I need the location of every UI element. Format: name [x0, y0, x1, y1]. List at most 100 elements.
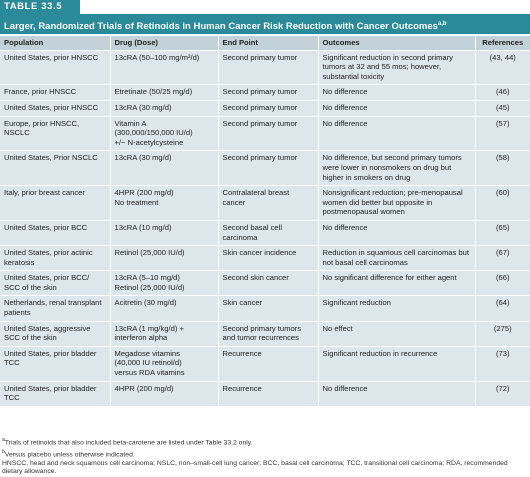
footnotes: aTrials of retinoids that also included … [2, 436, 528, 477]
table-cell: Netherlands, renal transplant patients [0, 295, 110, 322]
footnote-text: HNSCC, head and neck squamous cell carci… [2, 459, 508, 476]
table-row: United States, Prior NSCLC 13cRA (30 mg/d… [0, 150, 530, 186]
footnote-text: Versus placebo unless otherwise indicate… [4, 451, 135, 459]
column-header: Population [0, 36, 110, 51]
column-header: Drug (Dose) [109, 36, 218, 51]
table-cell: Second primary tumor [217, 84, 318, 101]
table-row: United States, prior BCC/ SCC of the ski… [0, 270, 530, 296]
table-label: TABLE 33.5 [0, 0, 80, 14]
table-cell: No difference [317, 380, 475, 406]
column-header: End Point [217, 36, 318, 51]
cell-line: (300,000/150,000 IU/d) [114, 128, 193, 138]
table-cell: No difference [317, 115, 475, 151]
table-cell: 13cRA (1 mg/kg/d) + interferon alpha [109, 320, 218, 347]
table-cell: No significant difference for either age… [317, 270, 475, 296]
table-cell: (64) [474, 295, 530, 322]
table-head: Population Drug (Dose) End Point Outcomes Re… [0, 36, 530, 51]
table-cell: Megadose vitamins (40,000 IU retinol/d) ve… [109, 345, 218, 382]
table-row: United States, prior actinic keratosis Re… [0, 245, 530, 271]
table-cell: Second basal cell carcinoma [217, 219, 318, 246]
column-header: Outcomes [317, 36, 475, 51]
table-title: Larger, Randomized Trials of Retinoids i… [0, 14, 530, 34]
cell-line: No treatment [114, 197, 159, 207]
table-cell: Recurrence [217, 380, 318, 406]
table-cell: United States, aggressive SCC of the ski… [0, 320, 110, 347]
table-cell: Significant reduction in second primary … [317, 49, 475, 85]
title-text: Larger, Randomized Trials of Retinoids i… [4, 21, 438, 33]
footnote-text: Trials of retinoids that also included b… [4, 439, 253, 447]
table-cell: 13cRA (30 mg/d) [109, 150, 218, 186]
header-row: Population Drug (Dose) End Point Outcomes Re… [0, 36, 530, 51]
table-cell: 13cRA (10 mg/d) [109, 219, 218, 246]
table-cell: 13cRA (30 mg/d) [109, 99, 218, 117]
cell-line: Megadose vitamins [114, 348, 180, 358]
table-cell: (72) [474, 380, 530, 406]
table-cell: (46) [474, 84, 530, 101]
table-cell: United States, prior BCC [0, 219, 110, 246]
table-cell: No difference, but second primary tumors… [317, 150, 475, 186]
footnote-marker: a [2, 437, 5, 443]
table-cell: Nonsignificant reduction; pre-menopausal… [317, 185, 475, 221]
table-cell: (275) [474, 320, 530, 347]
table-cell: No effect [317, 320, 475, 347]
table-cell: Second primary tumor [217, 99, 318, 117]
table-cell: Acitretin (30 mg/d) [109, 295, 218, 322]
table-cell: 4HPR (200 mg/d) [109, 380, 218, 406]
table-cell: Significant reduction in recurrence [317, 345, 475, 382]
table-cell: United States, prior BCC/ SCC of the ski… [0, 270, 110, 296]
table-cell: Contralateral breast cancer [217, 185, 318, 221]
cell-line: Retinol (25,000 IU/d) [114, 282, 185, 292]
cell-line: Vitamin A [114, 118, 147, 128]
footnote-marker: b [2, 448, 5, 455]
cell-line: versus RDA vitamins [114, 368, 185, 378]
table-row: United States, prior BCC 13cRA (10 mg/d) S… [0, 219, 530, 246]
table-cell: Etretinate (50/25 mg/d) [109, 84, 218, 101]
table-cell: Italy, prior breast cancer [0, 185, 110, 221]
table-cell: (66) [474, 270, 530, 296]
table-row: United States, prior HNSCC 13cRA (30 mg/d… [0, 99, 530, 117]
table-cell: Second primary tumor [217, 150, 318, 186]
table-row: Europe, prior HNSCC, NSCLC Vitamin A (300,… [0, 115, 530, 151]
table-cell: (58) [474, 150, 530, 186]
column-header: References [474, 36, 530, 51]
table-row: Netherlands, renal transplant patients Ac… [0, 295, 530, 322]
cell-line: 4HPR (200 mg/d) [114, 188, 174, 198]
table-cell: (67) [474, 245, 530, 271]
table-cell: (45) [474, 99, 530, 117]
table-cell: 13cRA (5–10 mg/d) Retinol (25,000 IU/d) [109, 270, 218, 296]
table-row: Italy, prior breast cancer 4HPR (200 mg/d… [0, 185, 530, 221]
table-cell: (65) [474, 219, 530, 246]
table-row: United States, prior HNSCC 13cRA (50–100 … [0, 49, 530, 85]
table-cell: United States, prior HNSCC [0, 99, 110, 117]
table-cell: Significant reduction [317, 295, 475, 322]
table-cell: Reduction in squamous cell carcinomas bu… [317, 245, 475, 271]
table-row: France, prior HNSCC Etretinate (50/25 mg/… [0, 84, 530, 101]
table-cell: United States, prior HNSCC [0, 49, 110, 85]
table-cell: United States, Prior NSCLC [0, 150, 110, 186]
table-cell: Recurrence [217, 345, 318, 382]
table-cell: (57) [474, 115, 530, 151]
footnote: HNSCC, head and neck squamous cell carci… [2, 460, 528, 477]
table-cell: No difference [317, 219, 475, 246]
table-cell: No difference [317, 84, 475, 101]
table-cell: 13cRA (50–100 mg/m²/d) [109, 49, 218, 85]
table-cell: United States, prior bladder TCC [0, 345, 110, 382]
table-cell: Second skin cancer [217, 270, 318, 296]
table-cell: Vitamin A (300,000/150,000 IU/d) +/− N-ace… [109, 115, 218, 151]
table-cell: Second primary tumors and tumor recurren… [217, 320, 318, 347]
table-row: United States, prior bladder TCC 4HPR (20… [0, 380, 530, 406]
table-cell: Second primary tumor [217, 115, 318, 151]
data-table: Population Drug (Dose) End Point Outcomes Re… [0, 36, 530, 406]
table-cell: No difference [317, 99, 475, 117]
cell-line: +/− N-acetylcysteine [114, 137, 184, 147]
table-cell: Skin cancer incidence [217, 245, 318, 271]
table-cell: (73) [474, 345, 530, 382]
table-cell: Skin cancer [217, 295, 318, 322]
table-cell: (43, 44) [474, 49, 530, 85]
table-cell: Second primary tumor [217, 49, 318, 85]
table-row: United States, prior bladder TCC Megadose… [0, 345, 530, 382]
table-row: United States, aggressive SCC of the ski… [0, 320, 530, 347]
footnote: bVersus placebo unless otherwise indicat… [2, 448, 528, 460]
table-cell: Europe, prior HNSCC, NSCLC [0, 115, 110, 151]
